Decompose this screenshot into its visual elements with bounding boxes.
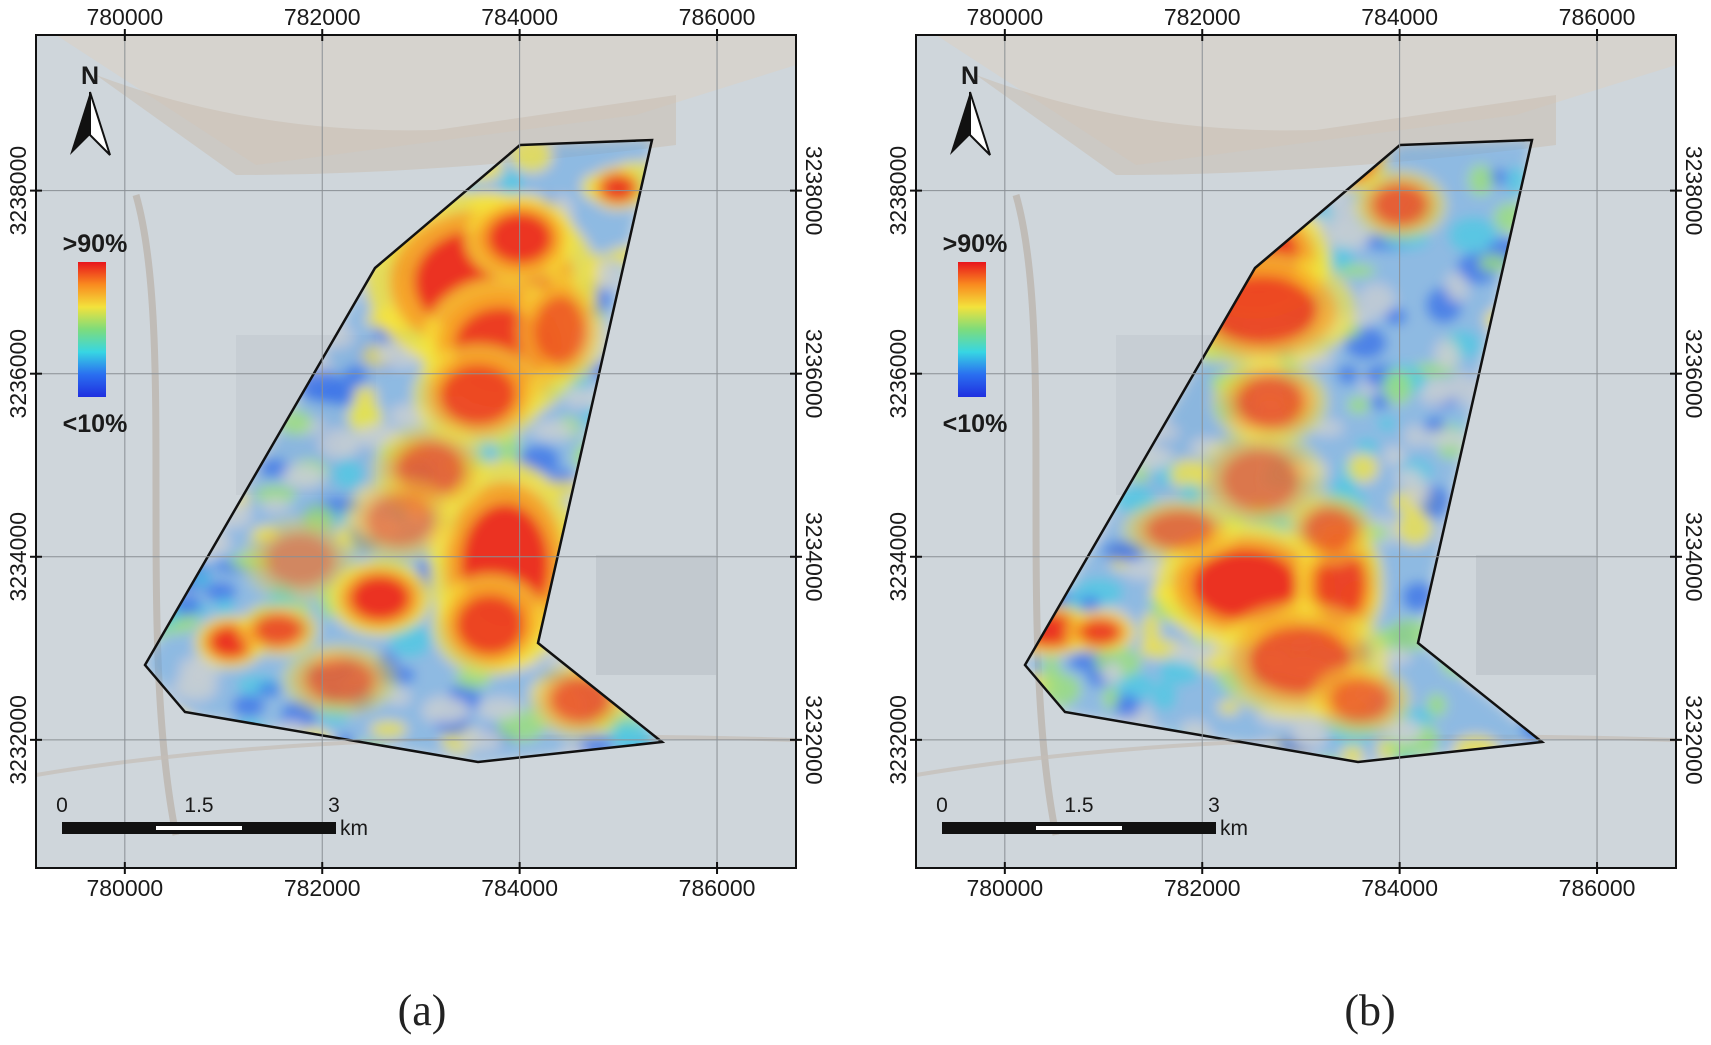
northing-tick-label: 3236000 bbox=[801, 329, 827, 419]
northing-tick-label: 3234000 bbox=[801, 512, 827, 602]
legend-low-label: <10% bbox=[63, 410, 128, 438]
road bbox=[1012, 194, 1060, 836]
easting-tick-label: 780000 bbox=[86, 875, 163, 901]
easting-tick-label: 784000 bbox=[1361, 875, 1438, 901]
legend-color-bar bbox=[958, 262, 986, 397]
graticule bbox=[36, 35, 796, 868]
easting-tick-label: 786000 bbox=[679, 4, 756, 30]
easting-tick-label: 786000 bbox=[1559, 4, 1636, 30]
scale-unit: km bbox=[1220, 817, 1248, 840]
scale-label: 0 bbox=[56, 794, 68, 817]
northing-tick-label: 3236000 bbox=[885, 329, 911, 419]
road bbox=[132, 194, 180, 836]
panel-caption: (b) bbox=[1344, 986, 1396, 1035]
easting-tick-label: 780000 bbox=[86, 4, 163, 30]
easting-tick-label: 784000 bbox=[1361, 4, 1438, 30]
study-area-outline bbox=[143, 138, 666, 764]
legend-high-label: >90% bbox=[943, 230, 1008, 258]
scale-label: 3 bbox=[328, 794, 340, 817]
map-figure-b: 780000 780000 782000 782000 784000 784000 7860… bbox=[885, 4, 1707, 901]
northing-tick-label: 3232000 bbox=[801, 695, 827, 785]
scale-bar: 0 1.5 3km bbox=[936, 794, 1248, 840]
north-label: N bbox=[961, 62, 979, 90]
easting-tick-label: 782000 bbox=[284, 4, 361, 30]
legend-low-label: <10% bbox=[943, 410, 1008, 438]
scale-label: 3 bbox=[1208, 794, 1220, 817]
coordinate-ticks: 780000 780000 782000 782000 784000 784000 7860… bbox=[885, 4, 1707, 901]
panel-caption: (a) bbox=[397, 986, 447, 1035]
scale-bar: 0 1.5 3km bbox=[56, 794, 368, 840]
dark-patch bbox=[1476, 555, 1596, 675]
map-panel-b: 780000 780000 782000 782000 784000 784000 7860… bbox=[880, 0, 1707, 1045]
scale-label: 1.5 bbox=[184, 794, 213, 817]
legend-high-label: >90% bbox=[63, 230, 128, 258]
legend-color-bar bbox=[78, 262, 106, 397]
map-frame bbox=[35, 34, 797, 869]
northing-tick-label: 3238000 bbox=[801, 146, 827, 236]
easting-tick-label: 786000 bbox=[679, 875, 756, 901]
north-label: N bbox=[81, 62, 99, 90]
easting-tick-label: 782000 bbox=[284, 875, 361, 901]
easting-tick-label: 784000 bbox=[481, 4, 558, 30]
northing-tick-label: 3236000 bbox=[5, 329, 31, 419]
northing-tick-label: 3232000 bbox=[885, 695, 911, 785]
graticule bbox=[916, 35, 1676, 868]
easting-tick-label: 782000 bbox=[1164, 875, 1241, 901]
scale-segment bbox=[1036, 826, 1122, 830]
easting-tick-label: 786000 bbox=[1559, 875, 1636, 901]
dark-patch bbox=[596, 555, 716, 675]
map-frame bbox=[915, 34, 1677, 869]
northing-tick-label: 3232000 bbox=[1681, 695, 1707, 785]
coordinate-ticks: 780000 780000 782000 782000 784000 784000 7860… bbox=[5, 4, 827, 901]
north-arrow-icon: N bbox=[70, 62, 111, 156]
easting-tick-label: 784000 bbox=[481, 875, 558, 901]
legend: >90% <10% bbox=[943, 230, 1008, 438]
northing-tick-label: 3234000 bbox=[885, 512, 911, 602]
map-figure-a: 780000 780000 782000 782000 784000 784000 7860… bbox=[5, 4, 827, 901]
northing-tick-label: 3234000 bbox=[1681, 512, 1707, 602]
northing-tick-label: 3238000 bbox=[5, 146, 31, 236]
north-arrow-icon: N bbox=[950, 62, 991, 156]
scale-unit: km bbox=[340, 817, 368, 840]
easting-tick-label: 780000 bbox=[966, 875, 1043, 901]
northing-tick-label: 3234000 bbox=[5, 512, 31, 602]
map-panel-a: 780000 780000 782000 782000 784000 784000 7860… bbox=[0, 0, 827, 1045]
easting-tick-label: 782000 bbox=[1164, 4, 1241, 30]
study-area-outline bbox=[1023, 138, 1546, 764]
scale-label: 1.5 bbox=[1064, 794, 1093, 817]
scale-segment bbox=[156, 826, 242, 830]
easting-tick-label: 780000 bbox=[966, 4, 1043, 30]
northing-tick-label: 3232000 bbox=[5, 695, 31, 785]
northing-tick-label: 3238000 bbox=[885, 146, 911, 236]
legend: >90% <10% bbox=[63, 230, 128, 438]
northing-tick-label: 3238000 bbox=[1681, 146, 1707, 236]
scale-label: 0 bbox=[936, 794, 948, 817]
northing-tick-label: 3236000 bbox=[1681, 329, 1707, 419]
